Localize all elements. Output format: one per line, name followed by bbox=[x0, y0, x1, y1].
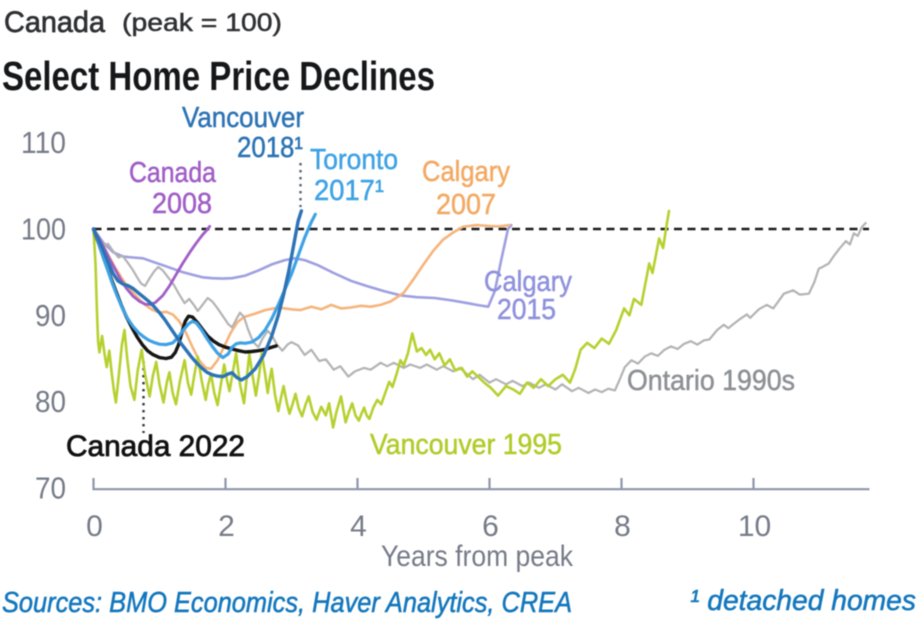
svg-text:Canada: Canada bbox=[129, 157, 217, 189]
svg-text:2: 2 bbox=[218, 510, 235, 543]
svg-text:100: 100 bbox=[21, 212, 66, 247]
svg-text:90: 90 bbox=[35, 298, 66, 333]
svg-text:6: 6 bbox=[482, 510, 499, 543]
svg-text:10: 10 bbox=[738, 510, 771, 543]
svg-text:2018¹: 2018¹ bbox=[237, 132, 303, 164]
svg-text:2007: 2007 bbox=[436, 189, 496, 221]
svg-text:Years from peak: Years from peak bbox=[381, 540, 574, 573]
svg-text:Ontario 1990s: Ontario 1990s bbox=[627, 365, 795, 397]
svg-text:Sources: BMO Economics, Haver: Sources: BMO Economics, Haver Analytics,… bbox=[2, 587, 572, 619]
svg-text:Vancouver: Vancouver bbox=[182, 102, 304, 134]
svg-text:8: 8 bbox=[614, 510, 631, 543]
svg-text:Toronto: Toronto bbox=[310, 144, 398, 176]
svg-text:Select Home Price Declines: Select Home Price Declines bbox=[2, 53, 435, 99]
svg-text:4: 4 bbox=[350, 510, 367, 543]
svg-text:70: 70 bbox=[35, 470, 66, 505]
svg-text:Vancouver 1995: Vancouver 1995 bbox=[370, 429, 562, 461]
svg-text:2008: 2008 bbox=[152, 188, 212, 220]
svg-text:Calgary: Calgary bbox=[422, 156, 510, 188]
svg-text:80: 80 bbox=[35, 384, 66, 419]
svg-text:2017¹: 2017¹ bbox=[314, 175, 384, 207]
svg-text:(peak = 100): (peak = 100) bbox=[122, 9, 282, 37]
svg-text:Calgary: Calgary bbox=[484, 266, 572, 298]
svg-text:0: 0 bbox=[86, 510, 103, 543]
svg-text:Canada: Canada bbox=[4, 6, 105, 39]
svg-text:Canada 2022: Canada 2022 bbox=[66, 430, 245, 463]
svg-text:2015: 2015 bbox=[497, 294, 556, 326]
svg-text:110: 110 bbox=[21, 125, 66, 160]
svg-text:¹ detached homes: ¹ detached homes bbox=[690, 585, 916, 617]
